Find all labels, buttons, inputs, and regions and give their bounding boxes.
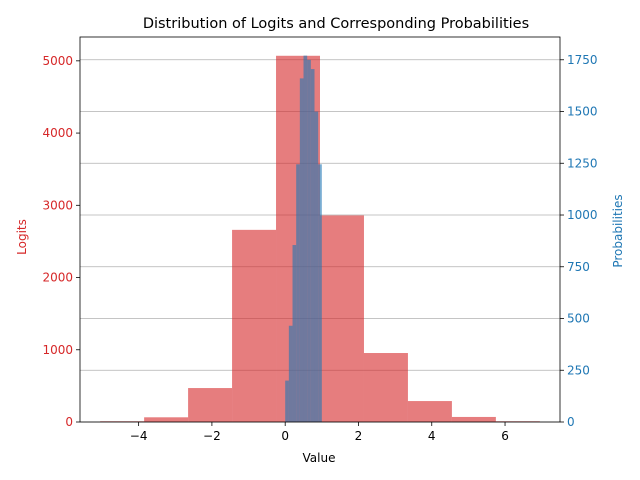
x-axis-label: Value	[303, 451, 336, 465]
y-right-tick-label: 1750	[567, 53, 598, 67]
y-left-tick-label: 3000	[42, 198, 73, 212]
y-axis-left: 0 1000 2000 3000 4000 5000	[42, 54, 80, 429]
probability-bar	[285, 380, 289, 422]
x-tick-label: 6	[501, 429, 509, 443]
probability-bar	[299, 78, 304, 422]
x-tick-label: −4	[130, 429, 148, 443]
x-tick-label: 0	[281, 429, 289, 443]
probabilities-bars	[285, 55, 322, 423]
y-right-tick-label: 500	[567, 312, 590, 326]
logits-bar	[451, 416, 496, 422]
x-tick-label: −2	[203, 429, 221, 443]
y-right-tick-label: 0	[567, 415, 575, 429]
y-left-tick-label: 2000	[42, 271, 73, 285]
y-right-tick-label: 1000	[567, 208, 598, 222]
probability-bar	[314, 111, 319, 423]
logits-bar	[144, 417, 189, 422]
x-tick-label: 2	[355, 429, 363, 443]
probability-bar	[292, 245, 297, 422]
y-left-tick-label: 5000	[42, 54, 73, 68]
logits-bar	[363, 353, 408, 422]
y-right-tick-label: 1500	[567, 105, 598, 119]
probability-bar	[303, 55, 308, 423]
y-axis-left-label: Logits	[15, 219, 29, 255]
plot-frame	[79, 36, 561, 423]
y-axis-right-label: Probabilities	[611, 194, 625, 267]
probability-bar	[288, 325, 293, 422]
probability-bar	[310, 69, 315, 422]
x-tick-label: 4	[428, 429, 436, 443]
x-axis: −4 −2 0 2 4 6	[130, 422, 509, 443]
logits-bar	[232, 229, 277, 422]
y-left-tick-label: 1000	[42, 343, 73, 357]
chart-title: Distribution of Logits and Corresponding…	[143, 16, 529, 32]
y-left-tick-label: 0	[65, 415, 73, 429]
y-right-tick-label: 1250	[567, 156, 598, 170]
y-right-tick-label: 750	[567, 260, 590, 274]
y-right-tick-label: 250	[567, 363, 590, 377]
y-axis-right: 0 250 500 750 1000 1250 1500 1750	[560, 53, 598, 429]
probability-bar	[307, 59, 311, 422]
probability-bar	[318, 164, 322, 422]
y-left-tick-label: 4000	[42, 126, 73, 140]
logits-bar	[320, 215, 364, 422]
logits-bar	[407, 401, 452, 422]
logits-bar	[188, 388, 233, 422]
probability-bar	[296, 164, 300, 422]
